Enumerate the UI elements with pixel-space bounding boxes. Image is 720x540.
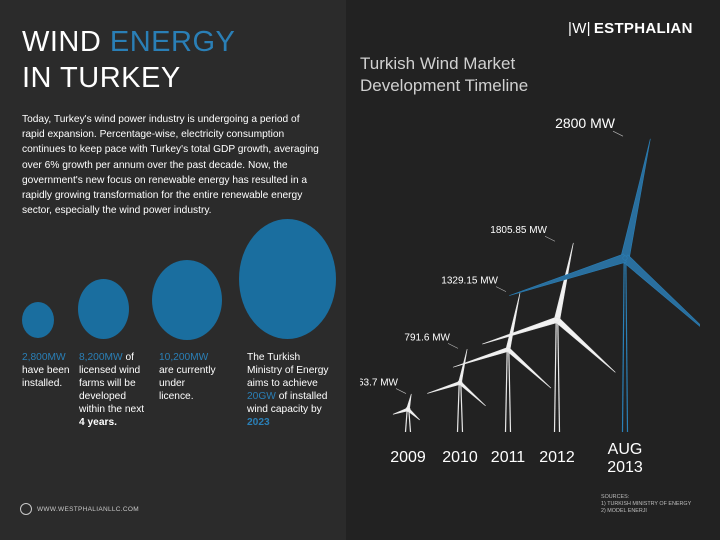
stat-under-licence-text: are currently under licence. [159,365,216,402]
turbine-blade [452,347,510,368]
westphalian-logo: |W| ESTPHALIAN [568,20,693,37]
value-label-leader [544,235,556,242]
year-label: AUG 2013 [607,441,643,476]
title-word-wind: WIND [22,26,102,58]
logo-mark: |W| [568,20,591,37]
stat-licensed-period: 4 years. [79,417,117,428]
turbine-3 [452,292,552,433]
year-label: 2011 [491,449,526,466]
turbine-tower [456,382,460,433]
turbine-tower [621,257,625,433]
bubble-installed [22,302,54,338]
turbine-blade [482,316,559,345]
turbine-tower [408,409,412,433]
turbine-tower [508,349,512,433]
left-panel: WIND ENERGY IN TURKEY Today, Turkey's wi… [0,0,346,540]
value-label-leader [495,286,507,292]
turbine-tower [404,409,408,433]
stat-licensed-value: 8,200MW [79,352,123,363]
turbine-tower [557,319,561,433]
logo-text: ESTPHALIAN [593,20,693,37]
stat-licensed: 8,200MW of licensed wind farms will be d… [79,351,151,429]
title-word-energy: ENERGY [109,26,236,58]
turbine-4 [482,242,616,433]
stat-under-licence: 10,200MW are currently under licence. [159,351,219,403]
turbine-hub [457,380,463,386]
turbine-hub [505,346,511,352]
stat-target-value: 20GW [247,391,276,402]
year-label: 2010 [442,449,478,466]
sources-heading: SOURCES: [601,494,630,500]
value-label-leader [612,130,624,137]
stat-installed: 2,800MW have been installed. [22,351,72,390]
stat-target-lead: The Turkish Ministry of Energy aims to a… [247,352,329,389]
turbine-tower [553,319,557,433]
source-2: 2) MODEL ENERJI [601,508,647,514]
bubble-under-licence [152,260,222,340]
turbine-tower [625,257,629,433]
turbine-hub [622,255,628,261]
turbine-blade [506,347,552,389]
title-line-2: IN TURKEY [22,62,181,94]
turbine-blade [505,292,521,351]
turbine-blade [458,381,486,407]
chart-title-line-2: Development Timeline [360,76,529,95]
turbine-hub [405,406,411,412]
bubble-licensed [78,279,129,339]
chart-title-line-1: Turkish Wind Market [360,54,516,73]
value-label-leader [395,388,407,394]
value-label: 2800 MW [555,115,616,131]
intro-paragraph: Today, Turkey's wind power industry is u… [22,114,319,217]
turbine-2 [427,349,486,433]
value-label: 1805.85 MW [490,225,547,236]
value-label: 363.7 MW [360,378,399,389]
title-line-1: WIND ENERGY [22,26,235,59]
year-label: 2009 [390,449,426,466]
value-label: 791.6 MW [404,332,450,343]
timeline-chart: 363.7 MW 2009 791.6 MW 2010 1329.15 MW 2011 18… [360,115,700,476]
stat-installed-value: 2,800MW [22,352,66,363]
website-footer: WWW.WESTPHALIANLLC.COM [20,503,139,515]
turbine-tower [460,382,464,433]
turbine-hub [554,317,560,323]
stat-target-year: 2023 [247,417,270,428]
value-label-leader [447,343,459,349]
globe-icon [20,503,32,515]
bubble-target [239,219,336,339]
website-link[interactable]: WWW.WESTPHALIANLLC.COM [37,505,139,513]
year-label: 2012 [539,449,575,466]
turbine-blade [427,380,461,394]
sources-note: SOURCES: 1) TURKISH MINISTRY OF ENERGY 2… [601,494,691,515]
turbine-1 [392,393,420,433]
turbine-blade [621,254,700,327]
stat-under-licence-value: 10,200MW [159,352,209,363]
stat-target: The Turkish Ministry of Energy aims to a… [247,351,337,429]
source-1: 1) TURKISH MINISTRY OF ENERGY [601,501,692,507]
turbine-5 [509,138,700,433]
turbine-tower [504,349,508,433]
chart-title: Turkish Wind Market Development Timeline [360,53,528,97]
stat-licensed-text: of licensed wind farms will be developed… [79,352,145,415]
turbine-blade [620,138,651,260]
turbine-blade [458,349,468,384]
turbine-blade [554,317,616,373]
turbine-blade [509,253,627,296]
stat-installed-text: have been installed. [22,365,70,389]
value-label: 1329.15 MW [441,276,498,287]
stat-target-text: of installed wind capacity by [247,391,328,415]
